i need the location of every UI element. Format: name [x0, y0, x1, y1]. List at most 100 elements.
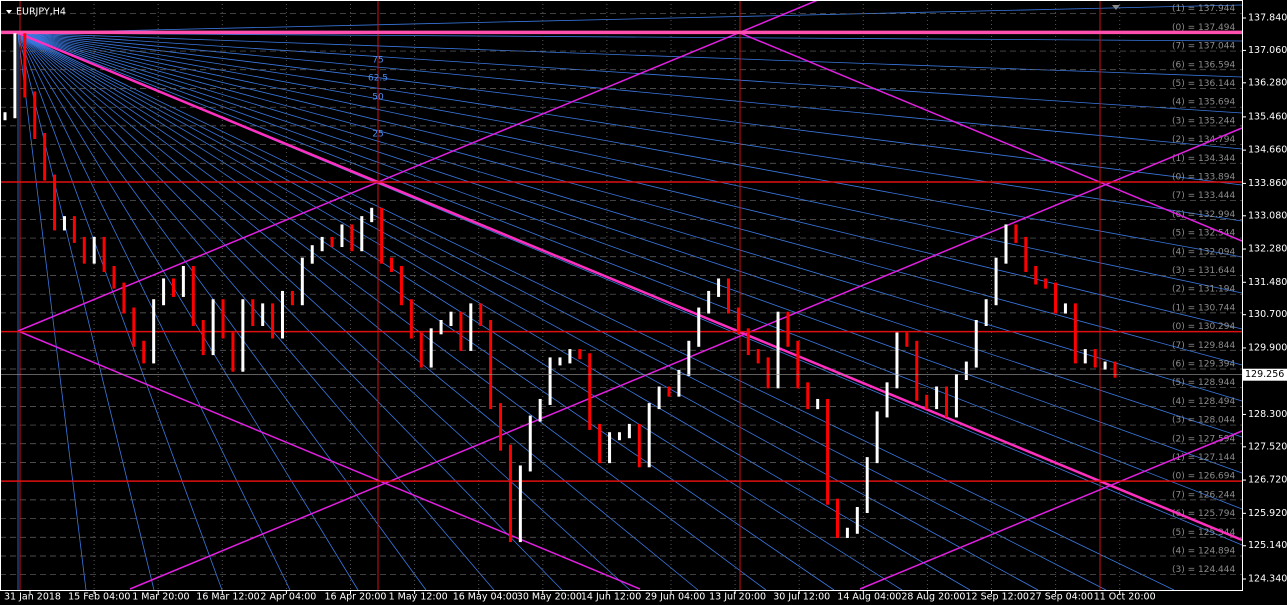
price-bar — [588, 353, 592, 430]
price-bar — [994, 257, 998, 306]
price-bar — [617, 432, 621, 441]
y-tick-label: 125.140 — [1248, 540, 1287, 551]
y-tick-label: 133.860 — [1248, 178, 1287, 189]
price-bar — [1054, 282, 1058, 314]
fan-line — [17, 32, 1243, 42]
x-tick-label: 14 Jun 12:00 — [581, 592, 641, 603]
level-label: (5) = 132.544 — [1172, 229, 1236, 239]
y-tick-label: 137.060 — [1248, 45, 1287, 56]
price-bar — [925, 394, 929, 410]
level-label: (0) = 137.494 — [1172, 23, 1236, 33]
price-bar — [855, 507, 859, 534]
level-label: (3) = 131.644 — [1172, 266, 1236, 276]
price-bar — [320, 236, 324, 252]
channel-line — [739, 32, 1243, 242]
fan-line — [17, 32, 1243, 330]
price-bar — [13, 33, 17, 119]
price-bar — [508, 444, 512, 543]
level-label: (0) = 126.694 — [1172, 472, 1236, 482]
x-tick-label: 12 Sep 12:00 — [966, 592, 1029, 603]
price-bar — [1024, 236, 1028, 272]
symbol-title: EURJPY,H4 — [16, 7, 66, 18]
price-bar — [1014, 224, 1018, 243]
price-bar — [935, 386, 939, 410]
x-tick-label: 14 Aug 04:00 — [837, 592, 901, 603]
price-bar — [548, 357, 552, 405]
level-label: (7) = 137.044 — [1172, 42, 1236, 52]
fib-label: 50 — [372, 93, 384, 103]
price-bar — [1093, 349, 1097, 368]
price-bar — [459, 311, 463, 351]
fan-line — [17, 32, 87, 591]
pink-channel — [17, 0, 1243, 590]
current-price-box — [1243, 368, 1287, 381]
price-bar — [945, 386, 949, 418]
y-tick-label: 136.280 — [1248, 77, 1287, 88]
price-bar — [756, 349, 760, 364]
price-bar — [132, 307, 136, 347]
price-bar — [677, 369, 681, 397]
price-bar — [786, 311, 790, 347]
y-tick-label: 137.840 — [1248, 12, 1287, 23]
y-tick-label: 133.080 — [1248, 210, 1287, 221]
price-bar — [43, 133, 47, 181]
x-tick-label: 30 Jul 12:00 — [773, 592, 830, 603]
price-bar — [1063, 303, 1067, 314]
price-bar — [449, 311, 453, 327]
price-bar — [865, 457, 869, 514]
price-bar — [53, 174, 57, 231]
price-bar — [687, 340, 691, 376]
price-bar — [429, 328, 433, 368]
fib-label: 62.5 — [368, 74, 388, 84]
level-label: (0) = 130.294 — [1172, 322, 1236, 332]
level-label: (7) = 129.844 — [1172, 341, 1236, 351]
price-bar — [82, 236, 86, 264]
fan-line — [17, 32, 563, 591]
price-bar — [310, 245, 314, 264]
level-label: (1) = 137.944 — [1172, 4, 1236, 14]
channel-line — [17, 330, 641, 590]
level-label: (4) = 135.694 — [1172, 98, 1236, 108]
price-bar — [62, 216, 66, 231]
price-bar — [816, 398, 820, 410]
price-bar — [1073, 303, 1077, 364]
x-tick-label: 27 Sep 04:00 — [1030, 592, 1093, 603]
y-tick-label: 127.520 — [1248, 441, 1287, 452]
price-bar — [528, 415, 532, 472]
price-bar — [905, 332, 909, 347]
fan-line — [17, 32, 1243, 258]
level-label: (7) = 133.444 — [1172, 191, 1236, 201]
level-label: (3) = 124.444 — [1172, 565, 1236, 575]
price-bar — [538, 398, 542, 422]
x-tick-label: 2 Apr 04:00 — [260, 592, 316, 603]
price-bar — [875, 411, 879, 464]
x-tick-label: 30 May 20:00 — [517, 592, 582, 603]
price-bar — [340, 224, 344, 248]
price-bar — [964, 361, 968, 381]
price-bar — [578, 349, 582, 360]
menu-arrow — [6, 10, 12, 14]
y-tick-label: 132.280 — [1248, 244, 1287, 255]
level-label: (4) = 124.894 — [1172, 546, 1236, 556]
price-bar — [657, 386, 661, 410]
price-bar — [281, 290, 284, 339]
price-bar — [954, 374, 958, 418]
x-tick-label: 16 Apr 20:00 — [325, 592, 387, 603]
price-bar — [469, 303, 473, 351]
level-label: (6) = 125.794 — [1172, 509, 1236, 519]
grid: (1) = 137.944 (0) = 137.494 (7) = 137.044 (… — [0, 0, 1242, 590]
price-bar — [736, 307, 740, 335]
price-bar — [1004, 224, 1008, 264]
price-bar — [845, 527, 849, 538]
fan-line — [17, 32, 971, 591]
price-bar — [271, 303, 275, 339]
price-bar — [608, 432, 612, 464]
x-tick-label: 11 Oct 20:00 — [1094, 592, 1156, 603]
price-bar — [717, 278, 721, 297]
fib-label: 25 — [372, 130, 383, 140]
level-label: (0) = 133.894 — [1172, 172, 1236, 182]
price-bar — [647, 403, 651, 468]
price-bar — [171, 278, 175, 297]
price-bar — [439, 320, 443, 335]
